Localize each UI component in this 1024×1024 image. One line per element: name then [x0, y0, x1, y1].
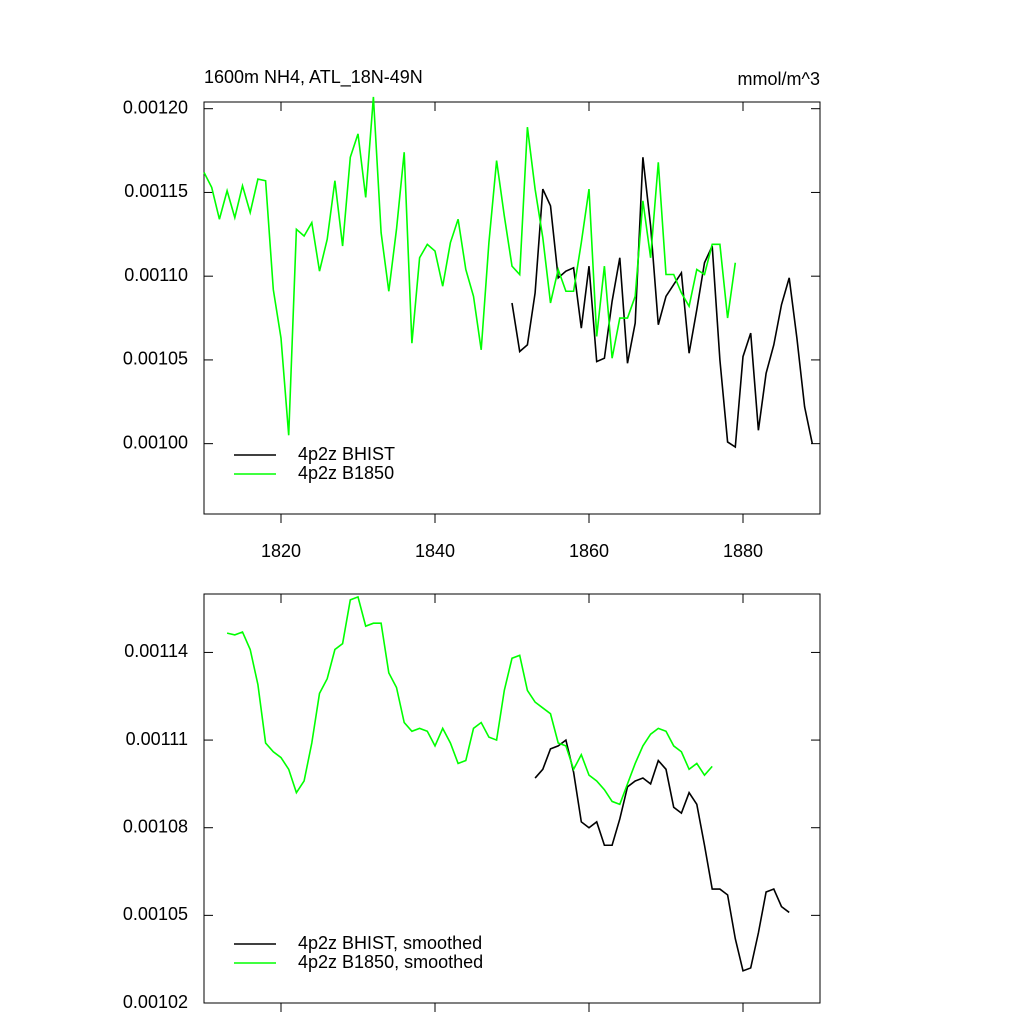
y-tick-label: 0.00110: [124, 265, 188, 285]
series-line: [534, 738, 790, 972]
y-tick-label: 0.00108: [123, 816, 188, 836]
x-tick-label: 1820: [261, 541, 301, 561]
plot-frame: [203, 593, 821, 1004]
series-line: [511, 157, 814, 449]
y-tick-label: 0.00105: [123, 904, 188, 924]
legend-label: 4p2z BHIST: [298, 444, 395, 464]
legend-label: 4p2z B1850, smoothed: [298, 952, 483, 972]
y-tick-label: 0.00111: [126, 729, 188, 749]
y-tick-label: 0.00114: [124, 641, 188, 661]
legend-label: 4p2z BHIST, smoothed: [298, 933, 482, 953]
units-label: mmol/m^3: [738, 69, 820, 89]
y-tick-label: 0.00105: [123, 349, 188, 369]
legend-label: 4p2z B1850: [298, 463, 394, 483]
x-tick-label: 1860: [569, 541, 609, 561]
y-tick-label: 0.00100: [123, 432, 188, 452]
y-tick-label: 0.00102: [123, 992, 188, 1012]
plot-frame: [203, 101, 821, 515]
y-tick-label: 0.00115: [124, 181, 188, 201]
x-tick-label: 1880: [723, 541, 763, 561]
y-tick-label: 0.00120: [123, 97, 188, 117]
series-line: [203, 96, 737, 436]
chart-title: 1600m NH4, ATL_18N-49N: [204, 67, 423, 88]
series-line: [226, 595, 713, 806]
x-tick-label: 1840: [415, 541, 455, 561]
